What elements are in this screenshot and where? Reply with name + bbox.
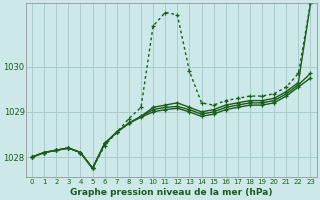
X-axis label: Graphe pression niveau de la mer (hPa): Graphe pression niveau de la mer (hPa) <box>70 188 273 197</box>
